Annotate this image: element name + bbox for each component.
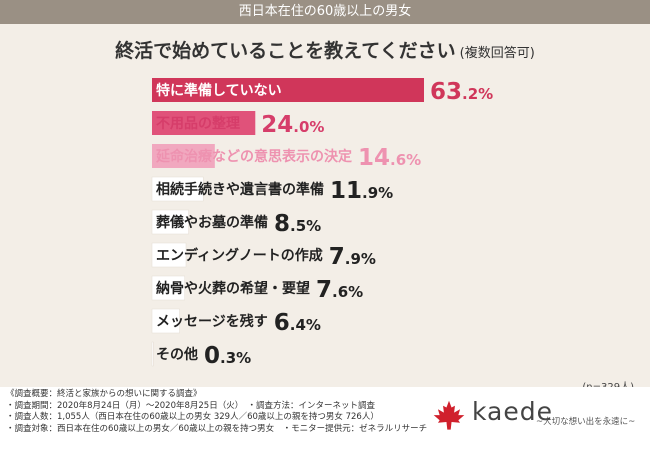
survey-note-line: ・調査期間：2020年8月24日（月）〜2020年8月25日（火） ・調査方法：… <box>6 400 375 411</box>
category-label: その他 <box>156 346 198 363</box>
value-label: 7.6% <box>316 277 363 303</box>
category-label: 葬儀やお墓の準備 <box>156 214 268 231</box>
header-banner: 西日本在住の60歳以上の男女 <box>0 0 650 24</box>
category-label: 相続手続きや遺言書の準備 <box>156 181 324 198</box>
bar <box>152 111 256 135</box>
value-label: 11.9% <box>330 178 393 204</box>
footer: 《調査概要：終活と家族からの想いに関する調査》 ・調査期間：2020年8月24日… <box>0 387 650 450</box>
bar <box>152 144 215 168</box>
chart-title: 終活で始めていることを教えてください <box>115 40 456 62</box>
bar <box>151 341 154 367</box>
chart-title-row: 終活で始めていることを教えてください (複数回答可) <box>0 36 650 63</box>
brand-logo: kaede ~大切な想い出を永遠に~ <box>432 397 646 441</box>
category-label: 延命治療などの意思表示の決定 <box>155 148 352 165</box>
bar <box>151 242 187 268</box>
value-label: 24.0% <box>261 112 324 138</box>
value-label: 63.2% <box>430 79 493 105</box>
category-label: 特に準備していない <box>156 82 282 99</box>
bar <box>151 308 180 334</box>
category-label: 納骨や火葬の希望・要望 <box>156 280 310 297</box>
value-label: 6.4% <box>274 310 321 336</box>
survey-notes: 《調査概要：終活と家族からの想いに関する調査》 ・調査期間：2020年8月24日… <box>6 389 428 435</box>
category-label: エンディングノートの作成 <box>156 247 323 264</box>
maple-leaf-icon <box>433 400 465 430</box>
bar <box>151 176 204 202</box>
chart-subtitle: (複数回答可) <box>459 46 535 61</box>
value-label: 8.5% <box>274 211 321 237</box>
survey-note-line: 《調査概要：終活と家族からの想いに関する調査》 <box>6 389 202 399</box>
bar <box>151 209 189 235</box>
value-label: 7.9% <box>329 244 376 270</box>
brand-name: kaede <box>472 397 553 426</box>
bar <box>152 78 424 102</box>
value-label: 14.6% <box>358 145 421 171</box>
category-label: メッセージを残す <box>156 313 268 330</box>
survey-note-line: ・調査人数：1,055人（西日本在住の60歳以上の男女 329人／60歳以上の親… <box>6 412 379 422</box>
bar-chart: 特に準備していない 63.2% 不用品の整理 24.0% 延命治療などの意思表示の決定 1… <box>151 78 493 369</box>
brand-tagline: ~大切な想い出を永遠に~ <box>536 417 636 427</box>
bar <box>151 275 185 301</box>
survey-note-line: ・調査対象：西日本在住の60歳以上の男女／60歳以上の親を持つ男女 ・モニター提… <box>6 423 428 434</box>
category-label: 不用品の整理 <box>156 115 240 132</box>
value-label: 0.3% <box>204 343 251 369</box>
